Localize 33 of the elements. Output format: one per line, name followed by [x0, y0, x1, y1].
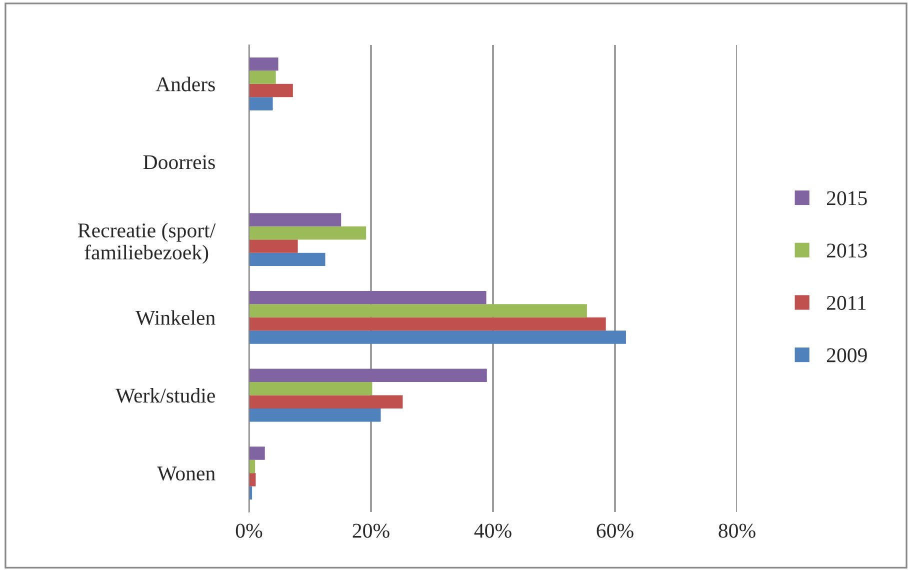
legend-label: 2013 — [826, 244, 867, 258]
legend-label: 2009 — [826, 348, 867, 362]
legend-label: 2011 — [826, 296, 866, 310]
x-tick-label: 40% — [474, 524, 512, 538]
y-tick-label: Wonen — [157, 466, 216, 481]
y-tick-label: Recreatie (sport/ familiebezoek) — [78, 222, 216, 264]
bar — [249, 395, 403, 408]
x-tick-label: 80% — [718, 524, 756, 538]
bar — [249, 330, 626, 344]
y-tick-label: Werk/studie — [116, 388, 215, 403]
bar — [249, 290, 486, 304]
bar — [249, 240, 298, 253]
bar — [249, 473, 256, 486]
bar — [249, 57, 278, 71]
bar — [249, 317, 606, 331]
bar — [249, 252, 326, 266]
x-tick-label: 0% — [236, 524, 262, 538]
legend-label: 2015 — [826, 191, 867, 206]
bar — [249, 70, 276, 84]
y-tick-label: Doorreis — [143, 155, 215, 170]
y-tick-label: Winkelen — [136, 310, 216, 325]
bar — [249, 382, 372, 396]
x-tick-label: 20% — [352, 524, 390, 538]
bar — [249, 226, 366, 240]
bar — [249, 446, 265, 460]
x-tick-label: 60% — [596, 524, 634, 538]
bar — [249, 97, 273, 110]
bar — [249, 408, 381, 422]
bar — [249, 304, 587, 318]
bar — [249, 368, 487, 382]
y-tick-label: Anders — [156, 76, 215, 92]
bar — [249, 84, 293, 98]
bar — [249, 213, 342, 226]
